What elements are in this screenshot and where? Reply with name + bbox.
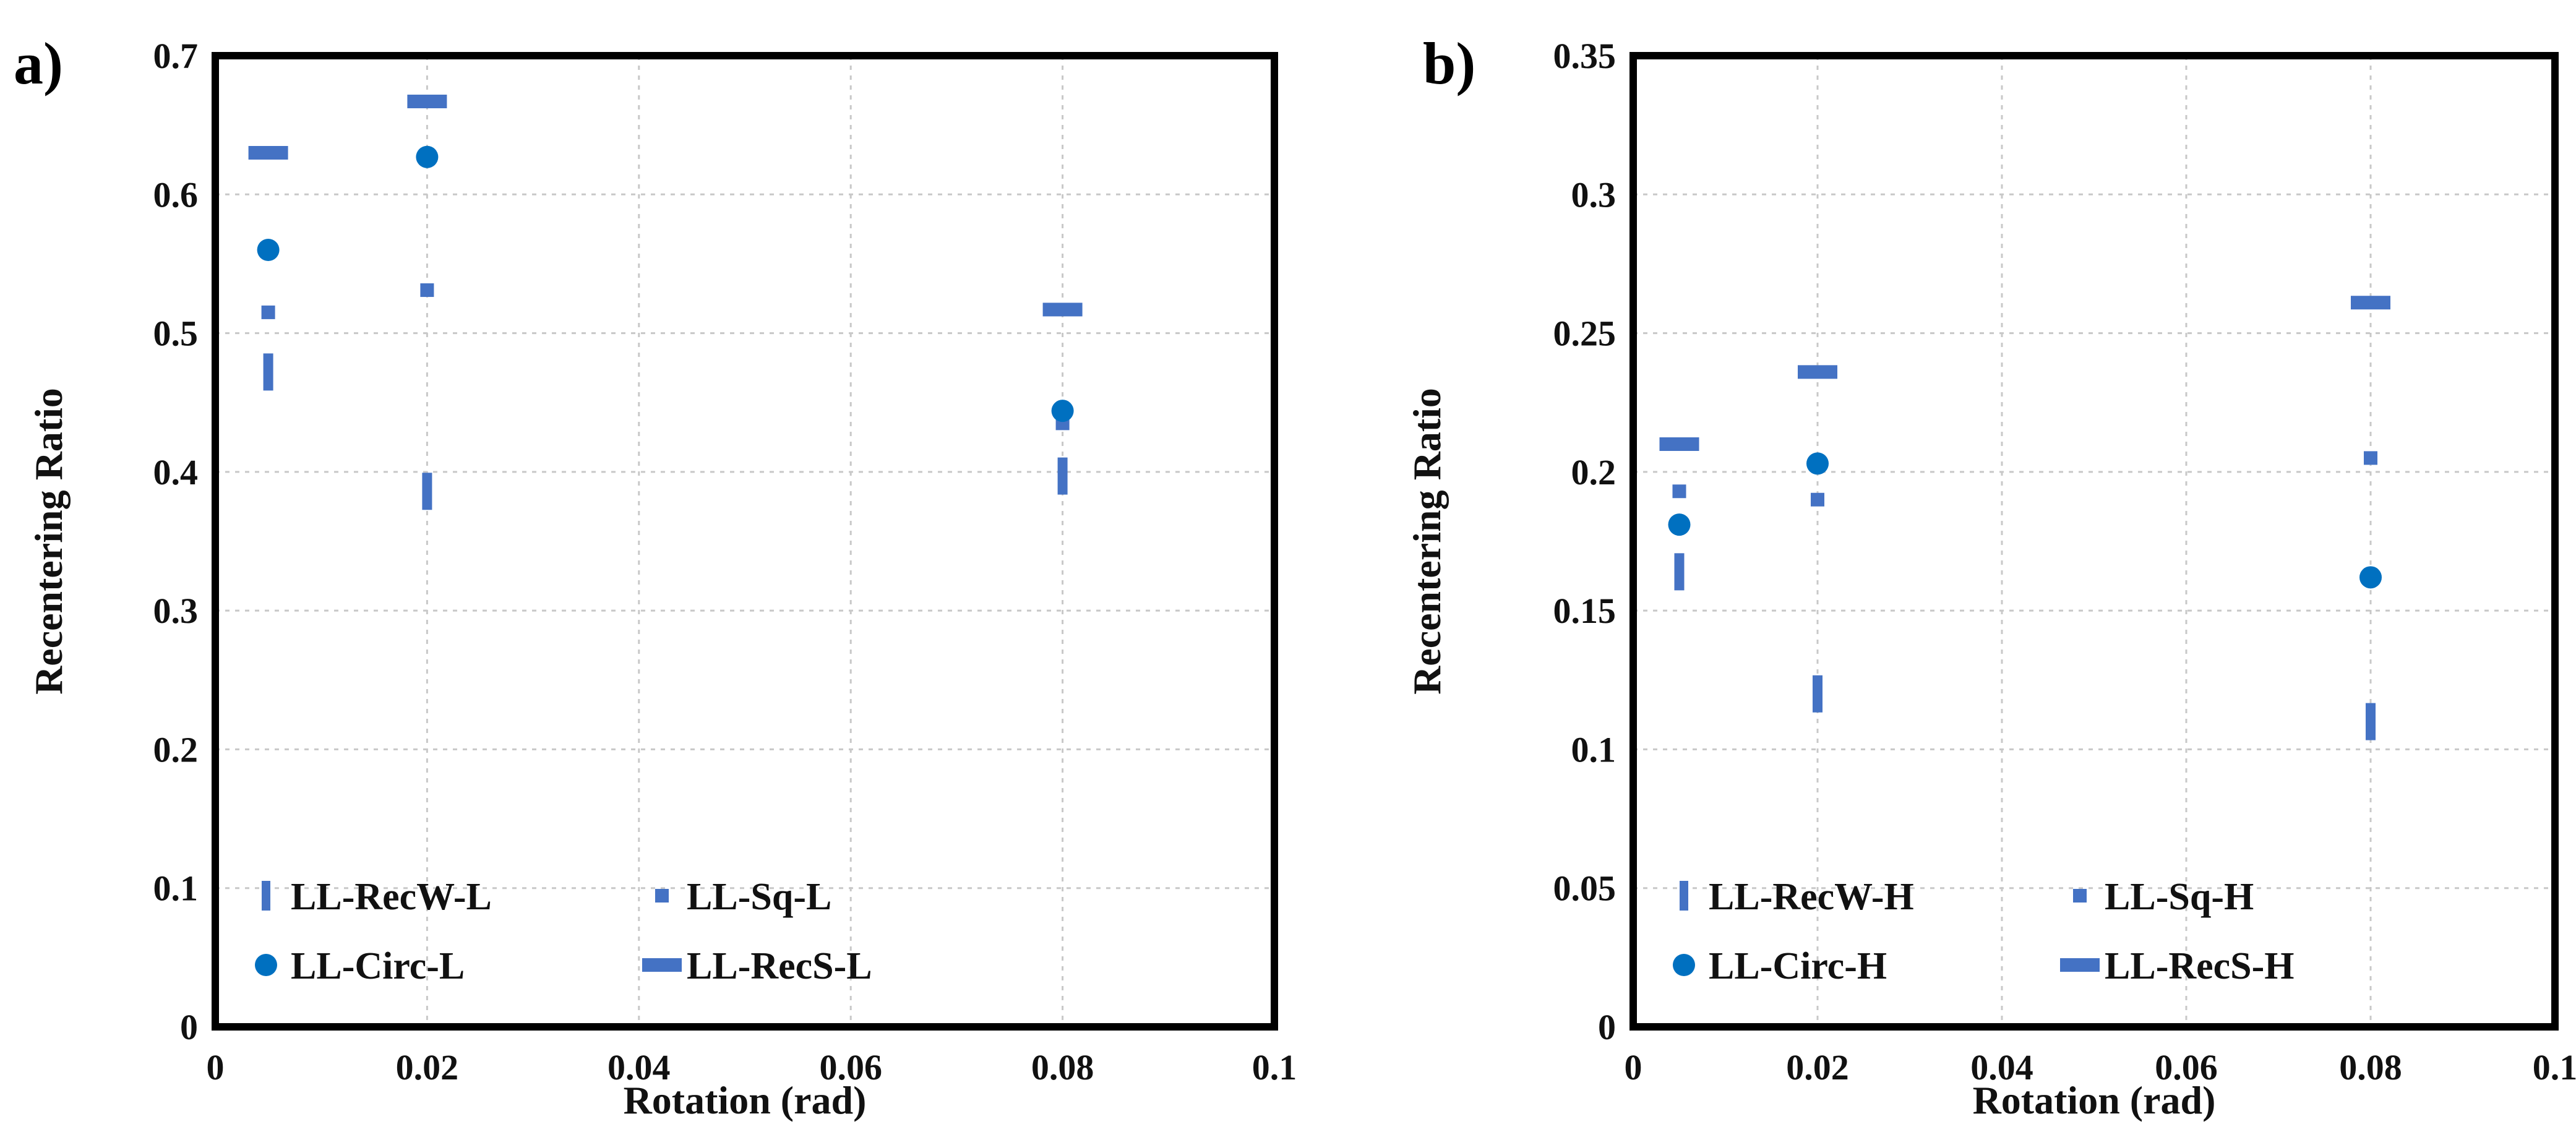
data-point-ll-circ-h	[1806, 452, 1829, 475]
y-tick-label: 0.7	[153, 36, 199, 76]
x-tick-label: 0.08	[2339, 1047, 2402, 1087]
legend-label: LL-RecS-L	[687, 945, 872, 987]
legend-marker-ll-sq-l	[655, 889, 669, 903]
legend-label: LL-RecW-L	[291, 876, 492, 918]
panel-label: a)	[14, 30, 63, 96]
legend-label: LL-Sq-H	[2105, 876, 2254, 918]
legend-marker-ll-circ-l	[255, 954, 277, 976]
x-tick-label: 0	[1625, 1047, 1642, 1087]
legend-label: LL-RecS-H	[2105, 945, 2295, 987]
x-tick-label: 0.06	[2155, 1047, 2218, 1087]
chart-panel-a: 0 0.1 0.2 0.3 0.4 0.5 0.6 0.7 0 0.02 0.04 0.06 0.08 0…	[14, 30, 1297, 1122]
legend-label: LL-Sq-L	[687, 876, 831, 918]
data-point-ll-recs-h	[1659, 437, 1699, 451]
data-point-ll-recs-l	[407, 95, 447, 109]
legend-label: LL-RecW-H	[1709, 876, 1914, 918]
data-point-ll-recw-l	[1057, 457, 1068, 495]
y-tick-label: 0.3	[1571, 174, 1616, 215]
y-tick-label: 0.35	[1553, 36, 1616, 76]
data-point-ll-sq-h	[2364, 451, 2377, 465]
y-tick-label: 0.4	[153, 452, 199, 492]
y-tick-label: 0.1	[153, 868, 199, 909]
data-point-ll-recs-h	[1798, 365, 1837, 379]
legend-item: LL-Sq-H	[2073, 876, 2254, 918]
y-tick-label: 0.05	[1553, 868, 1616, 909]
x-tick-label: 0.08	[1031, 1047, 1094, 1087]
data-point-ll-circ-h	[1668, 513, 1691, 536]
data-point-ll-sq-h	[1811, 492, 1824, 507]
data-point-ll-sq-h	[1672, 484, 1686, 499]
legend-marker-ll-recs-h	[2060, 958, 2100, 972]
x-tick-label: 0.1	[2533, 1047, 2576, 1087]
data-point-ll-circ-h	[2359, 566, 2382, 589]
data-point-ll-circ-l	[257, 239, 280, 261]
data-point-ll-recw-h	[1813, 675, 1823, 713]
legend-item: LL-Circ-H	[1673, 945, 1887, 987]
x-tick-label: 0.04	[608, 1047, 671, 1087]
legend-item: LL-Sq-L	[655, 876, 831, 918]
data-point-ll-circ-l	[1051, 400, 1074, 422]
x-tick-label: 0.1	[1252, 1047, 1297, 1087]
legend-marker-ll-recw-h	[1680, 881, 1688, 911]
legend-marker-ll-recw-l	[262, 881, 270, 911]
legend-item: LL-RecW-H	[1680, 876, 1914, 918]
data-point-ll-recs-l	[1042, 302, 1083, 317]
legend-marker-ll-sq-h	[2073, 889, 2087, 903]
legend-item: LL-Circ-L	[255, 945, 465, 987]
data-point-ll-sq-l	[420, 283, 434, 298]
y-tick-label: 0	[1598, 1007, 1616, 1047]
y-tick-label: 0.5	[153, 314, 199, 354]
y-tick-label: 0.3	[153, 591, 199, 631]
plot-frame	[1629, 52, 2559, 1031]
data-point-ll-recs-l	[248, 146, 288, 160]
data-point-ll-recw-l	[422, 473, 432, 510]
legend-marker-ll-circ-h	[1673, 954, 1695, 976]
x-axis-title: Rotation (rad)	[1973, 1078, 2216, 1122]
chart-panel-b: 0 0.05 0.1 0.15 0.2 0.25 0.3 0.35 0 0.02 0.04 0.06 0…	[1405, 30, 2576, 1122]
data-point-ll-recw-h	[1674, 553, 1685, 591]
y-tick-label: 0.6	[153, 174, 199, 215]
x-tick-label: 0.02	[1786, 1047, 1849, 1087]
plot-frame	[212, 52, 1278, 1031]
x-axis-title: Rotation (rad)	[624, 1078, 867, 1122]
data-point-ll-recw-h	[2366, 703, 2376, 740]
x-tick-label: 0.02	[396, 1047, 459, 1087]
data-point-ll-recw-l	[263, 353, 273, 391]
y-tick-label: 0.25	[1553, 314, 1616, 354]
x-tick-label: 0	[207, 1047, 225, 1087]
y-axis-title: Recentering Ratio	[1405, 388, 1449, 695]
legend-item: LL-RecS-L	[642, 945, 872, 987]
data-point-ll-circ-l	[416, 145, 439, 168]
data-point-ll-recs-h	[2351, 296, 2390, 310]
panel-label: b)	[1423, 30, 1475, 96]
x-tick-label: 0.04	[1970, 1047, 2033, 1087]
y-tick-label: 0.2	[1571, 452, 1616, 492]
y-axis-title: Recentering Ratio	[27, 388, 71, 695]
y-tick-label: 0.15	[1553, 591, 1616, 631]
legend-label: LL-Circ-H	[1709, 945, 1887, 987]
data-point-ll-sq-l	[261, 305, 275, 319]
legend-item: LL-RecS-H	[2060, 945, 2295, 987]
legend-item: LL-RecW-L	[262, 876, 492, 918]
legend-marker-ll-recs-l	[642, 958, 682, 972]
y-tick-label: 0.1	[1571, 729, 1616, 770]
y-tick-label: 0.2	[153, 729, 199, 770]
x-tick-label: 0.06	[819, 1047, 882, 1087]
legend-label: LL-Circ-L	[291, 945, 465, 987]
y-tick-label: 0	[180, 1007, 198, 1047]
